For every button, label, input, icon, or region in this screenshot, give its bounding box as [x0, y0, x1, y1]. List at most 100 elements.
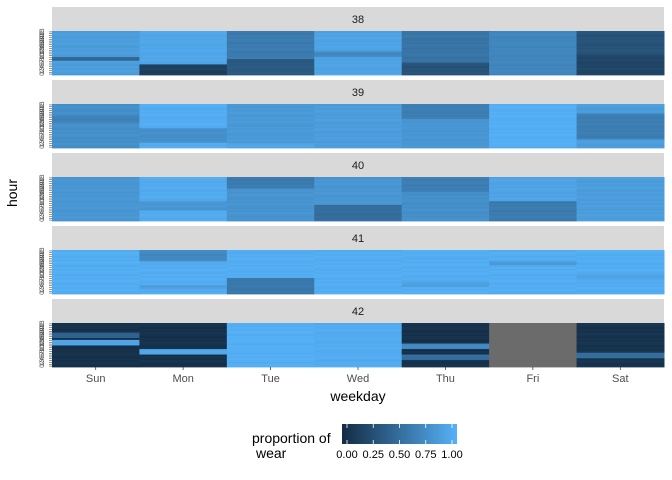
heatmap-cell [52, 215, 140, 218]
heatmap-cell [489, 330, 578, 333]
heatmap-cell [139, 363, 228, 366]
heatmap-cell [489, 118, 578, 121]
heatmap-cell [489, 275, 578, 278]
x-tick-label-sun: Sun [86, 373, 106, 385]
heatmap-cell [489, 359, 578, 362]
heatmap-cell [401, 359, 490, 362]
heatmap-cell [576, 213, 665, 216]
heatmap-cell [226, 277, 315, 280]
heatmap-cell [226, 186, 315, 189]
heatmap-cell [52, 60, 140, 63]
y-tick-label: 15 [40, 43, 46, 50]
y-tick-label: 23 [40, 28, 46, 35]
heatmap-cell [576, 58, 665, 61]
heatmap-cell [226, 219, 315, 222]
heatmap-cell [401, 188, 490, 191]
y-tick-label: 1 [40, 70, 46, 74]
y-tick-label: 6 [40, 134, 46, 138]
heatmap-cell [489, 345, 578, 348]
heatmap-cell [314, 199, 403, 202]
heatmap-cell [576, 272, 665, 275]
x-tick-label-sat: Sat [612, 373, 629, 385]
heatmap-cell [401, 38, 490, 41]
heatmap-cell [139, 356, 228, 359]
heatmap-cell [401, 357, 490, 361]
heatmap-cell [314, 292, 403, 295]
x-tick-label-fri: Fri [526, 373, 539, 385]
heatmap-cell [314, 283, 403, 286]
heatmap-cell [576, 140, 665, 143]
heatmap-cell [52, 328, 140, 331]
y-tick-label: 15 [40, 189, 46, 196]
legend-tick-label: 0.50 [389, 449, 410, 461]
heatmap-cell [139, 334, 228, 337]
y-tick-label: 10 [40, 271, 46, 278]
heatmap-cell [314, 197, 403, 200]
heatmap-cell [226, 34, 315, 37]
heatmap-cell [139, 40, 228, 43]
heatmap-cell [314, 281, 403, 284]
heatmap-cell [489, 38, 578, 41]
y-tick-label: 12 [40, 340, 46, 347]
y-tick-label: 5 [40, 209, 46, 213]
heatmap-cell [226, 60, 315, 63]
heatmap-cell [576, 206, 665, 209]
heatmap-cell [139, 283, 228, 286]
y-tick-label: 6 [40, 353, 46, 357]
heatmap-cell [226, 105, 315, 109]
heatmap-cell [576, 195, 665, 198]
heatmap-cell [576, 60, 665, 63]
heatmap-cell [576, 365, 665, 368]
heatmap-cell [139, 177, 228, 180]
heatmap-cell [139, 348, 228, 351]
heatmap-cell [226, 323, 315, 326]
y-tick-label: 0 [40, 72, 46, 76]
heatmap-cell [576, 279, 665, 282]
heatmap-cell [489, 54, 578, 58]
heatmap-cell [52, 330, 140, 333]
heatmap-cell [401, 324, 490, 328]
heatmap-cell [576, 217, 665, 220]
heatmap-cell [576, 67, 665, 70]
heatmap-cell [52, 210, 140, 213]
heatmap-cell [489, 352, 578, 355]
heatmap-cell [401, 213, 490, 216]
heatmap-cell [52, 64, 140, 67]
heatmap-cell [226, 127, 315, 131]
heatmap-cell [401, 32, 490, 36]
heatmap-cell [52, 193, 140, 196]
heatmap-cell [489, 264, 578, 267]
y-tick-label: 17 [40, 331, 46, 338]
heatmap-cell [314, 352, 403, 355]
heatmap-cell [576, 73, 665, 76]
heatmap-cell [314, 270, 403, 273]
heatmap-cell [139, 62, 228, 65]
heatmap-cell [401, 199, 490, 202]
heatmap-cell [52, 140, 140, 143]
y-tick-label: 21 [40, 251, 46, 258]
heatmap-cell [52, 65, 140, 69]
heatmap-cell [489, 104, 578, 107]
heatmap-cell [52, 257, 140, 260]
heatmap-cell [52, 51, 140, 54]
heatmap-cell [314, 140, 403, 143]
heatmap-cell [314, 65, 403, 69]
heatmap-cell [576, 335, 665, 339]
heatmap-cell [226, 62, 315, 65]
y-tick-label: 4 [40, 64, 46, 68]
facet-strip [52, 153, 664, 177]
y-tick-label: 7 [40, 351, 46, 355]
heatmap-cell [139, 202, 228, 205]
heatmap-cell [576, 69, 665, 72]
heatmap-cell [139, 211, 228, 215]
heatmap-cell [489, 363, 578, 366]
heatmap-cell [226, 135, 315, 138]
heatmap-cell [52, 365, 140, 368]
heatmap-cell [489, 36, 578, 39]
heatmap-cell [401, 264, 490, 267]
heatmap-cell [226, 354, 315, 357]
heatmap-cell [314, 45, 403, 48]
heatmap-cell [314, 138, 403, 142]
heatmap-cell [576, 339, 665, 342]
